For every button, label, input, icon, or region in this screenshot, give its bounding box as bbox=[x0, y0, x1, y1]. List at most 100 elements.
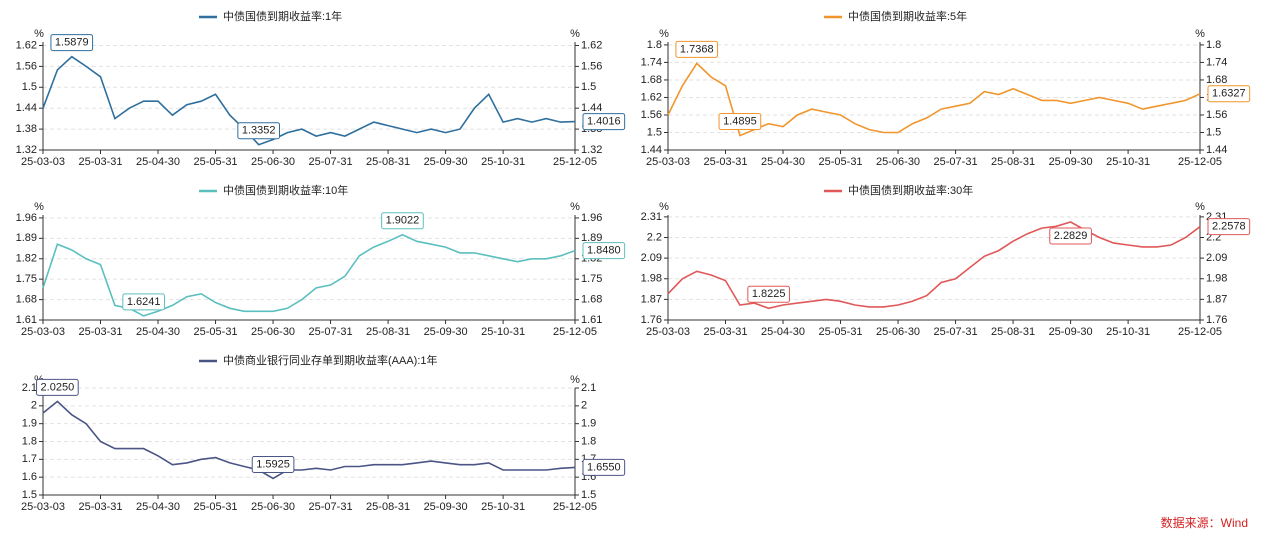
x-tick-label: 25-03-31 bbox=[78, 156, 122, 168]
y-tick-label: 1.5 bbox=[22, 489, 37, 501]
value-label-text: 1.8480 bbox=[587, 244, 621, 256]
value-label-text: 1.6550 bbox=[587, 461, 621, 473]
x-tick-label: 25-03-31 bbox=[703, 326, 747, 338]
x-tick-label: 25-08-31 bbox=[991, 156, 1035, 168]
x-tick-label: 25-04-30 bbox=[136, 501, 180, 513]
value-label: 1.4016 bbox=[582, 113, 626, 131]
x-tick-label: 25-08-31 bbox=[366, 326, 410, 338]
value-label: 1.5879 bbox=[50, 34, 94, 52]
series-line bbox=[667, 221, 1201, 310]
y-tick-label: 2.1 bbox=[22, 382, 37, 394]
x-tick-label: 25-03-03 bbox=[21, 156, 65, 168]
value-label-text: 1.7368 bbox=[680, 43, 714, 55]
y2-unit: % bbox=[1195, 28, 1205, 40]
y2-tick-label: 2.1 bbox=[581, 382, 596, 394]
y-unit: % bbox=[659, 201, 669, 213]
value-label-box bbox=[582, 242, 626, 260]
value-label: 1.7368 bbox=[675, 40, 719, 58]
x-tick-label: 25-07-31 bbox=[309, 326, 353, 338]
x-tick-label: 25-03-31 bbox=[78, 326, 122, 338]
y-unit: % bbox=[659, 28, 669, 40]
y-tick-label: 1.98 bbox=[641, 273, 662, 285]
x-tick-label: 25-10-31 bbox=[481, 326, 525, 338]
x-tick-label: 25-05-31 bbox=[819, 156, 863, 168]
y-tick-label: 1.6 bbox=[22, 471, 37, 483]
value-label: 1.4895 bbox=[718, 113, 762, 131]
y-tick-label: 1.7 bbox=[22, 453, 37, 465]
y2-tick-label: 1.87 bbox=[1206, 293, 1227, 305]
x-tick-label: 25-06-30 bbox=[876, 326, 920, 338]
x-tick-label: 25-09-30 bbox=[424, 156, 468, 168]
x-tick-label: 25-06-30 bbox=[251, 501, 295, 513]
x-tick-label: 25-10-31 bbox=[1106, 156, 1150, 168]
value-label-box bbox=[251, 456, 295, 474]
value-label: 1.3352 bbox=[237, 122, 281, 140]
y2-tick-label: 1.62 bbox=[581, 39, 602, 51]
value-label-box bbox=[381, 212, 424, 230]
x-tick-label: 25-06-30 bbox=[251, 156, 295, 168]
y-tick-label: 1.62 bbox=[641, 91, 662, 103]
value-label-text: 1.8225 bbox=[752, 288, 786, 300]
y-tick-label: 1.68 bbox=[641, 74, 662, 86]
y2-tick-label: 1.56 bbox=[1206, 109, 1227, 121]
legend-label: 中债商业银行同业存单到期收益率(AAA):1年 bbox=[223, 353, 438, 367]
y-tick-label: 1.5 bbox=[647, 126, 662, 138]
y2-tick-label: 1.44 bbox=[581, 102, 602, 114]
y2-tick-label: 1.68 bbox=[1206, 74, 1227, 86]
y-tick-label: 1.5 bbox=[22, 81, 37, 93]
y-tick-label: 1.44 bbox=[641, 144, 662, 156]
y-tick-label: 1.62 bbox=[16, 39, 37, 51]
x-tick-label: 25-09-30 bbox=[1049, 326, 1093, 338]
x-tick-label: 25-07-31 bbox=[309, 501, 353, 513]
y2-tick-label: 1.8 bbox=[581, 435, 596, 447]
x-tick-label: 25-12-05 bbox=[1178, 326, 1222, 338]
x-tick-label: 25-05-31 bbox=[819, 326, 863, 338]
y2-tick-label: 1.89 bbox=[581, 232, 602, 244]
value-label: 2.2578 bbox=[1207, 218, 1251, 236]
x-tick-label: 25-10-31 bbox=[481, 501, 525, 513]
y2-tick-label: 1.5 bbox=[1206, 126, 1221, 138]
x-tick-label: 25-04-30 bbox=[136, 156, 180, 168]
value-label-box bbox=[582, 458, 626, 476]
value-label-box bbox=[747, 285, 790, 303]
x-tick-label: 25-03-31 bbox=[703, 156, 747, 168]
y-unit: % bbox=[34, 201, 44, 213]
x-tick-label: 25-12-05 bbox=[553, 501, 597, 513]
value-label: 1.8480 bbox=[582, 242, 626, 260]
y-tick-label: 1.87 bbox=[641, 293, 662, 305]
y2-tick-label: 2.09 bbox=[1206, 252, 1227, 264]
value-label-box bbox=[718, 113, 762, 131]
y2-tick-label: 2 bbox=[581, 400, 587, 412]
y2-tick-label: 1.9 bbox=[581, 418, 596, 430]
y-tick-label: 2.09 bbox=[641, 252, 662, 264]
x-tick-label: 25-08-31 bbox=[991, 326, 1035, 338]
y2-tick-label: 1.76 bbox=[1206, 314, 1227, 326]
x-tick-label: 25-09-30 bbox=[424, 326, 468, 338]
x-tick-label: 25-03-03 bbox=[21, 326, 65, 338]
value-label-text: 1.5925 bbox=[256, 458, 290, 470]
y-unit: % bbox=[34, 28, 44, 40]
y2-tick-label: 1.61 bbox=[581, 314, 602, 326]
value-label-box bbox=[1049, 227, 1092, 245]
x-tick-label: 25-08-31 bbox=[366, 156, 410, 168]
value-label: 1.8225 bbox=[747, 285, 790, 303]
y-tick-label: 1.96 bbox=[16, 212, 37, 224]
x-tick-label: 25-05-31 bbox=[194, 501, 238, 513]
x-tick-label: 25-05-31 bbox=[194, 326, 238, 338]
x-tick-label: 25-03-03 bbox=[21, 501, 65, 513]
y2-tick-label: 1.5 bbox=[581, 489, 596, 501]
x-tick-label: 25-07-31 bbox=[934, 156, 978, 168]
y2-tick-label: 1.44 bbox=[1206, 144, 1227, 156]
value-label-box bbox=[675, 40, 719, 58]
value-label: 1.6241 bbox=[122, 293, 165, 311]
x-tick-label: 25-05-31 bbox=[194, 156, 238, 168]
legend-label: 中债国债到期收益率:10年 bbox=[223, 183, 348, 197]
x-tick-label: 25-06-30 bbox=[251, 326, 295, 338]
x-tick-label: 25-08-31 bbox=[366, 501, 410, 513]
value-label-text: 1.3352 bbox=[242, 125, 276, 137]
y2-tick-label: 1.32 bbox=[581, 144, 602, 156]
value-label: 1.6327 bbox=[1207, 85, 1251, 103]
value-label: 1.9022 bbox=[381, 212, 424, 230]
y2-unit: % bbox=[1195, 201, 1205, 213]
